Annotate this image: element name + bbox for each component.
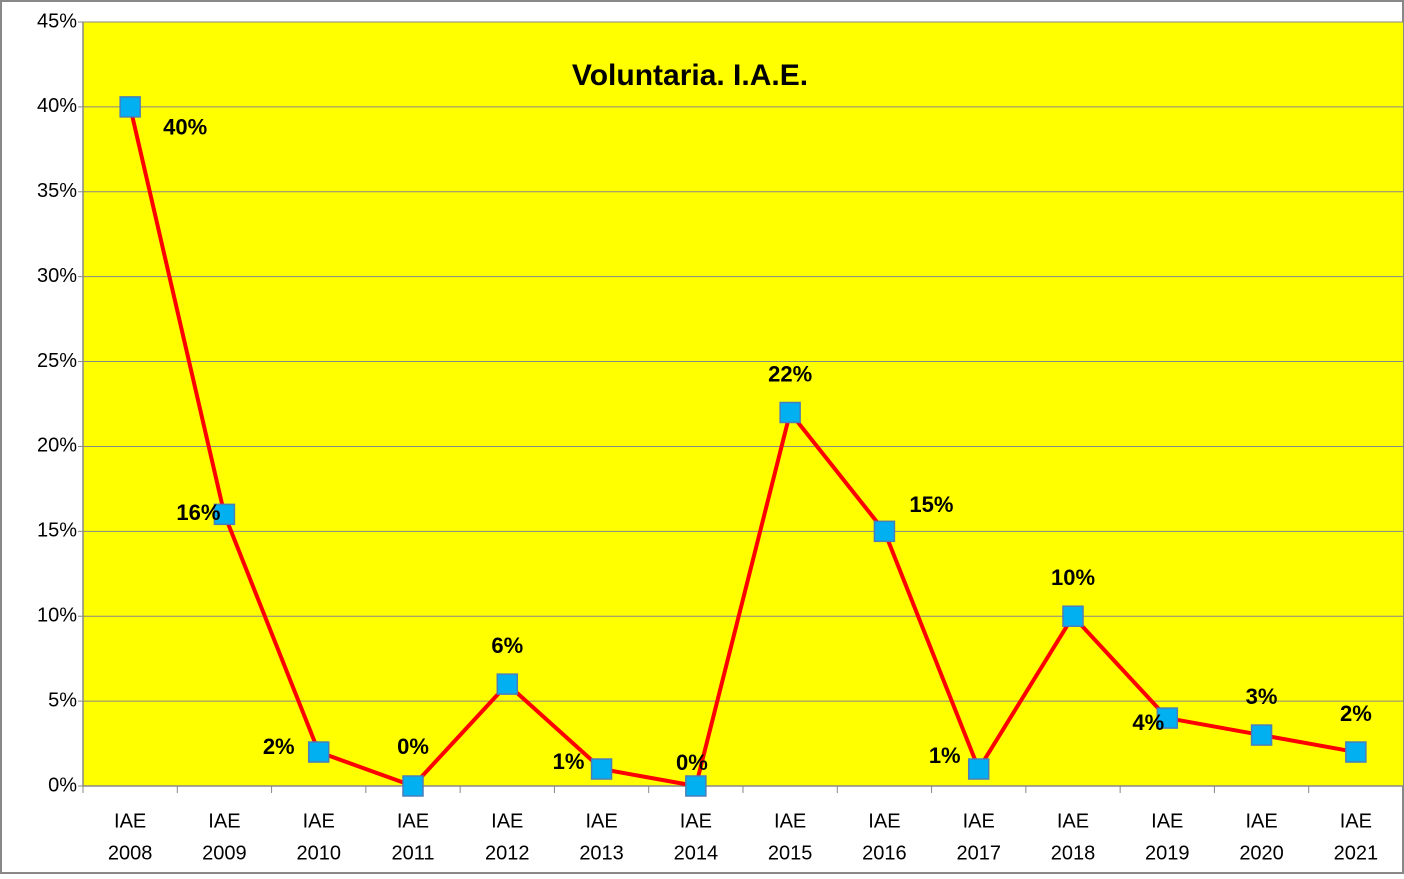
series-line bbox=[128, 106, 1357, 788]
x-tick-label: 2019 bbox=[1145, 842, 1190, 864]
y-tick-label: 20% bbox=[37, 435, 77, 457]
marker bbox=[590, 758, 613, 780]
y-tick-label: 35% bbox=[37, 180, 77, 202]
x-tick-label: IAE bbox=[1057, 810, 1089, 832]
y-tick-label: 30% bbox=[37, 265, 77, 287]
x-tick-label: IAE bbox=[774, 810, 806, 832]
x-tick-label: IAE bbox=[208, 810, 240, 832]
x-tick-label: 2014 bbox=[674, 842, 719, 864]
marker bbox=[1345, 741, 1367, 763]
x-tick-label: 2016 bbox=[862, 842, 907, 864]
data-label: 1% bbox=[553, 749, 585, 774]
marker bbox=[1250, 724, 1273, 746]
y-tick-label: 10% bbox=[37, 605, 77, 627]
data-label: 0% bbox=[676, 750, 708, 775]
marker bbox=[967, 758, 990, 780]
x-tick-label: IAE bbox=[491, 810, 523, 832]
marker bbox=[213, 503, 236, 526]
data-label: 16% bbox=[176, 500, 220, 525]
x-tick-label: IAE bbox=[1340, 810, 1372, 832]
x-tick-label: IAE bbox=[397, 810, 429, 832]
x-tick-label: IAE bbox=[303, 810, 335, 832]
data-label: 22% bbox=[768, 361, 812, 386]
plot-area bbox=[83, 22, 1403, 786]
x-tick-label: 2015 bbox=[768, 842, 813, 864]
x-tick-label: IAE bbox=[114, 810, 146, 832]
x-tick-label: 2008 bbox=[108, 842, 153, 864]
x-tick-label: 2017 bbox=[956, 842, 1001, 864]
data-label: 3% bbox=[1246, 684, 1278, 709]
data-label: 0% bbox=[397, 734, 429, 759]
marker bbox=[685, 775, 707, 797]
x-tick-label: 2009 bbox=[202, 842, 247, 864]
data-label: 15% bbox=[909, 492, 953, 517]
marker bbox=[119, 96, 141, 118]
marker bbox=[873, 520, 896, 543]
marker bbox=[496, 673, 519, 695]
data-label: 2% bbox=[1340, 701, 1372, 726]
y-tick-label: 15% bbox=[37, 520, 77, 542]
x-tick-label: 2011 bbox=[391, 842, 434, 864]
data-label: 1% bbox=[929, 743, 961, 768]
data-label: 40% bbox=[163, 115, 207, 140]
x-tick-label: 2010 bbox=[296, 842, 341, 864]
x-tick-label: IAE bbox=[1245, 810, 1277, 832]
y-tick-label: 5% bbox=[48, 689, 77, 711]
data-label: 6% bbox=[491, 633, 523, 658]
x-tick-label: 2012 bbox=[485, 842, 530, 864]
x-tick-label: IAE bbox=[963, 810, 995, 832]
x-tick-label: IAE bbox=[868, 810, 900, 832]
data-label: 4% bbox=[1132, 710, 1164, 735]
data-label: 10% bbox=[1051, 565, 1095, 590]
x-tick-label: IAE bbox=[680, 810, 712, 832]
marker bbox=[402, 775, 424, 797]
data-label: 2% bbox=[263, 734, 295, 759]
chart-title: Voluntaria. I.A.E. bbox=[572, 59, 808, 92]
marker bbox=[1156, 707, 1179, 729]
x-tick-label: IAE bbox=[585, 810, 617, 832]
x-tick-label: IAE bbox=[1151, 810, 1183, 832]
x-tick-label: 2021 bbox=[1334, 842, 1379, 864]
y-tick-label: 25% bbox=[37, 350, 77, 372]
marker bbox=[307, 741, 330, 763]
y-tick-label: 40% bbox=[37, 95, 77, 117]
marker bbox=[779, 401, 801, 424]
x-tick-label: 2013 bbox=[579, 842, 624, 864]
x-tick-label: 2018 bbox=[1051, 842, 1096, 864]
x-tick-label: 2020 bbox=[1239, 842, 1284, 864]
y-tick-label: 45% bbox=[37, 10, 77, 32]
y-tick-label: 0% bbox=[48, 774, 77, 796]
marker bbox=[1062, 605, 1084, 627]
